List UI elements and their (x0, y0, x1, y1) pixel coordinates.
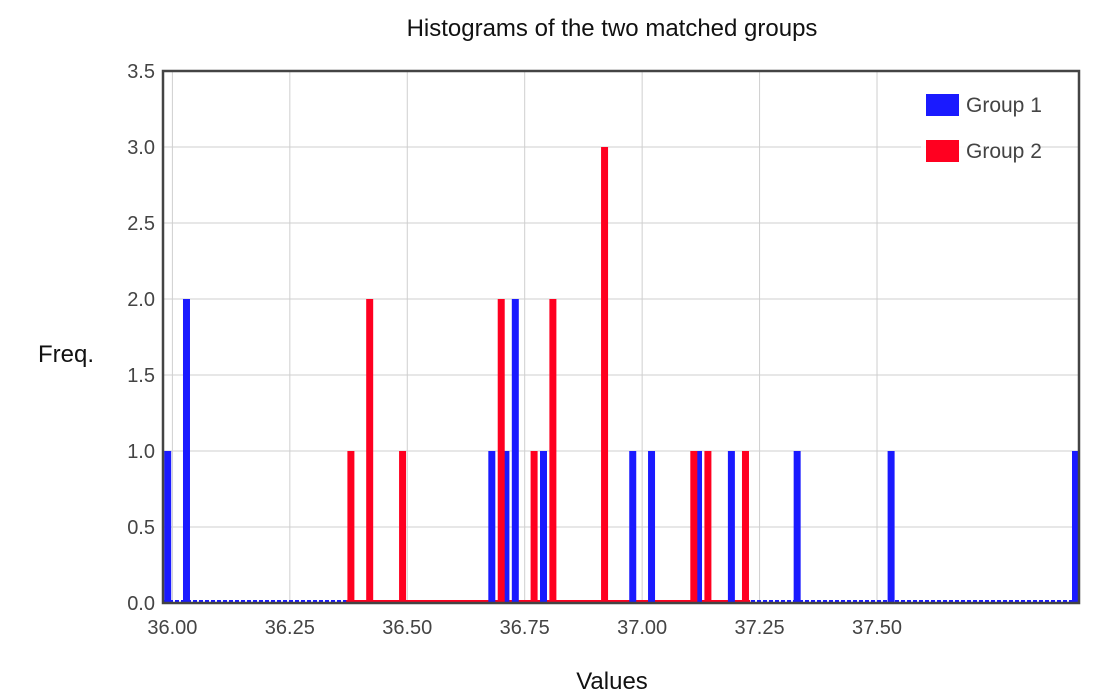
legend-label: Group 1 (966, 94, 1042, 117)
y-tick-label: 3.5 (127, 61, 155, 83)
y-tick-label: 0.5 (127, 517, 155, 539)
bar-1-4 (502, 451, 510, 603)
plot-frame (161, 69, 1081, 605)
bar-1-8 (648, 451, 656, 603)
bar-1-9 (695, 451, 703, 603)
bar-1-11 (793, 451, 801, 603)
y-tick-label: 2.0 (127, 289, 155, 311)
bar-1-10 (727, 451, 735, 603)
legend-label: Group 2 (966, 140, 1042, 163)
y-tick-label: 2.5 (127, 213, 155, 235)
bar-2-5 (530, 451, 538, 603)
bars (164, 147, 1079, 603)
bar-2-6 (549, 299, 557, 603)
y-axis-label: Freq. (38, 341, 94, 368)
legend-swatch (926, 94, 959, 116)
bar-2-8 (690, 451, 698, 603)
x-tick-label: 36.25 (265, 617, 315, 639)
bar-2-10 (741, 451, 749, 603)
x-tick-label: 36.50 (382, 617, 432, 639)
y-tick-labels: 0.0 0.5 1.0 1.5 2.0 2.5 3.0 3.5 (127, 61, 155, 615)
bar-2-3 (399, 451, 407, 603)
legend-swatch (926, 140, 959, 162)
x-tick-labels: 36.00 36.25 36.50 36.75 37.00 37.25 37.50 (147, 617, 902, 639)
bar-2-7 (601, 147, 609, 603)
bar-1-12 (887, 451, 895, 603)
bar-1-1 (164, 451, 172, 603)
bar-1-7 (629, 451, 637, 603)
bar-2-9 (704, 451, 712, 603)
bar-1-3 (488, 451, 496, 603)
y-tick-label: 0.0 (127, 593, 155, 615)
x-axis-label: Values (576, 668, 648, 693)
bar-1-6 (539, 451, 547, 603)
bar-1-2 (182, 299, 190, 603)
x-tick-label: 37.50 (852, 617, 902, 639)
legend: Group 1 Group 2 (921, 90, 1042, 164)
chart-title: Histograms of the two matched groups (407, 15, 818, 42)
y-tick-label: 1.0 (127, 441, 155, 463)
y-tick-label: 1.5 (127, 365, 155, 387)
x-tick-label: 36.00 (147, 617, 197, 639)
bar-2-1 (347, 451, 355, 603)
bar-2-4 (497, 299, 505, 603)
bar-1-5 (511, 299, 519, 603)
bar-2-2 (366, 299, 374, 603)
bar-1-13 (1072, 451, 1079, 603)
x-tick-label: 37.00 (617, 617, 667, 639)
x-tick-label: 37.25 (735, 617, 785, 639)
x-tick-label: 36.75 (500, 617, 550, 639)
y-tick-label: 3.0 (127, 137, 155, 159)
